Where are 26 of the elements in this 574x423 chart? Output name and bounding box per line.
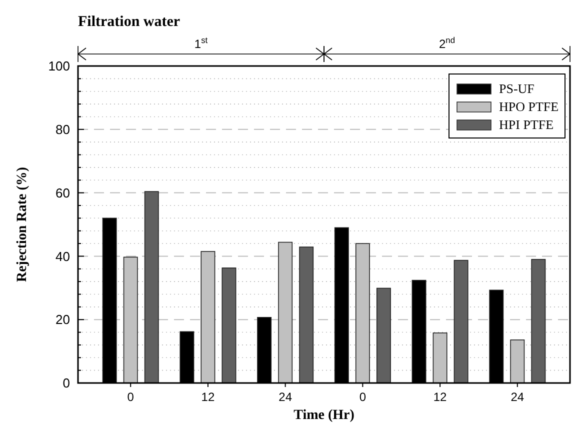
x-tick-label: 12: [201, 390, 215, 404]
x-tick-label: 0: [127, 390, 134, 404]
y-tick-label: 80: [56, 122, 70, 137]
bar: [299, 246, 314, 384]
bar: [376, 288, 391, 384]
bar: [222, 268, 236, 384]
legend-label: HPO PTFE: [499, 99, 559, 114]
y-tick-label: 100: [48, 58, 70, 74]
legend-label: PS-UF: [499, 81, 534, 96]
bar: [531, 258, 546, 384]
y-tick-label: 60: [56, 185, 70, 200]
legend-label: HPI PTFE: [499, 117, 554, 132]
y-tick-label: 20: [56, 312, 70, 328]
text: 2$^{nd}$: [438, 35, 456, 51]
x-tick-label: 12: [433, 390, 448, 404]
x-tick-label: 24: [510, 390, 524, 404]
x-tick-label: 24: [278, 390, 292, 404]
chart-title: Filtration water: [78, 14, 180, 30]
text: 1$^{st}$: [194, 35, 208, 51]
y-tick-label: 40: [56, 248, 70, 264]
bar: [454, 260, 468, 384]
y-axis-title: Rejection Rate (%): [15, 166, 30, 282]
y-tick-label: 0: [62, 376, 70, 391]
x-axis-title: Time (Hr): [294, 408, 355, 423]
bar: [144, 191, 159, 384]
x-tick-label: 0: [359, 390, 366, 404]
